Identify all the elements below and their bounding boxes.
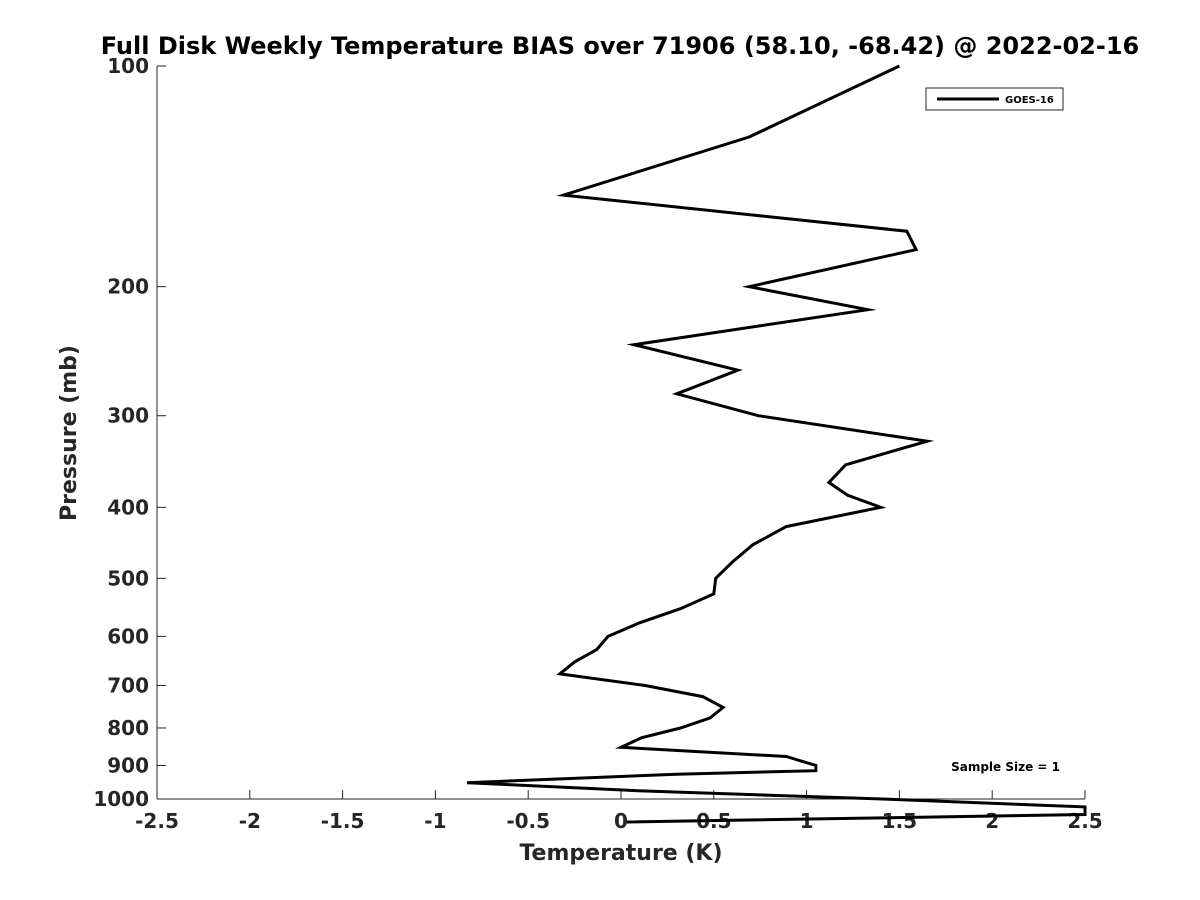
x-tick-label: -2 xyxy=(239,809,261,833)
y-tick-label: 700 xyxy=(107,673,149,697)
plot-background xyxy=(157,66,1085,799)
y-tick-label: 900 xyxy=(107,753,149,777)
series-line-goes-16 xyxy=(466,64,1087,824)
sample-size-annotation: Sample Size = 1 xyxy=(951,760,1060,774)
legend-label-goes-16: GOES-16 xyxy=(1005,95,1054,106)
y-axis-label: Pressure (mb) xyxy=(57,345,82,521)
x-axis-ticks: -2.5 -2 -1.5 -1 -0.5 0 0.5 1 1.5 2 2.5 xyxy=(135,790,1103,833)
x-axis-label: Temperature (K) xyxy=(519,841,722,866)
legend: GOES-16 xyxy=(925,87,1064,111)
y-tick-label: 600 xyxy=(107,624,149,648)
chart-title: Full Disk Weekly Temperature BIAS over 7… xyxy=(101,32,1140,60)
y-tick-label: 800 xyxy=(107,716,149,740)
plot-area: -2.5 -2 -1.5 -1 -0.5 0 0.5 1 1.5 2 2.5 10020030040… xyxy=(93,54,1102,833)
x-tick-label: 1 xyxy=(800,809,814,833)
y-axis-ticks: 100 200 300 400 500 600 700 800 900 1000 xyxy=(93,54,166,811)
x-tick-label: -1 xyxy=(424,809,446,833)
y-tick-label: 500 xyxy=(107,566,149,590)
x-tick-label: 0 xyxy=(614,809,628,833)
x-tick-label: -0.5 xyxy=(506,809,550,833)
series-group xyxy=(466,64,1087,824)
y-tick-label: 1000 xyxy=(93,787,149,811)
y-tick-label: 300 xyxy=(107,404,149,428)
x-tick-label: -2.5 xyxy=(135,809,179,833)
y-tick-label: 100 xyxy=(107,54,149,78)
x-tick-label: 2 xyxy=(985,809,999,833)
x-tick-label: -1.5 xyxy=(321,809,365,833)
y-tick-label: 400 xyxy=(107,495,149,519)
x-tick-label: 1.5 xyxy=(882,809,917,833)
y-tick-label: 200 xyxy=(107,275,149,299)
